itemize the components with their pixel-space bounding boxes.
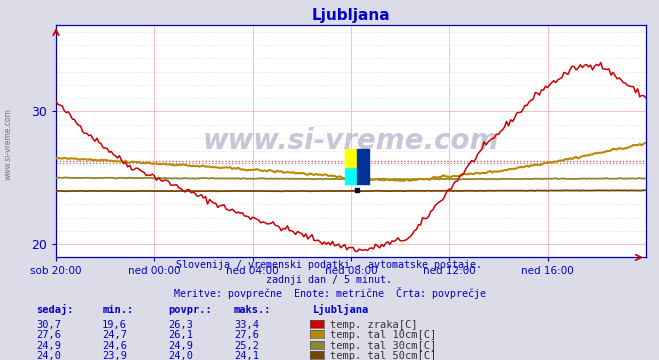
Text: povpr.:: povpr.: xyxy=(168,305,212,315)
Text: Slovenija / vremenski podatki - avtomatske postaje.: Slovenija / vremenski podatki - avtomats… xyxy=(177,260,482,270)
Text: zadnji dan / 5 minut.: zadnji dan / 5 minut. xyxy=(266,275,393,285)
Text: 24,0: 24,0 xyxy=(36,351,61,360)
Text: 27,6: 27,6 xyxy=(36,330,61,341)
Text: 26,3: 26,3 xyxy=(168,320,193,330)
Text: maks.:: maks.: xyxy=(234,305,272,315)
Text: 24,7: 24,7 xyxy=(102,330,127,341)
Text: temp. tal 50cm[C]: temp. tal 50cm[C] xyxy=(330,351,436,360)
Text: 30,7: 30,7 xyxy=(36,320,61,330)
Text: min.:: min.: xyxy=(102,305,133,315)
Text: 23,9: 23,9 xyxy=(102,351,127,360)
Text: 19,6: 19,6 xyxy=(102,320,127,330)
Text: temp. zraka[C]: temp. zraka[C] xyxy=(330,320,417,330)
Text: 26,1: 26,1 xyxy=(168,330,193,341)
Text: www.si-vreme.com: www.si-vreme.com xyxy=(3,108,13,180)
Text: 33,4: 33,4 xyxy=(234,320,259,330)
Text: 27,6: 27,6 xyxy=(234,330,259,341)
Text: 24,9: 24,9 xyxy=(36,341,61,351)
Text: Meritve: povprečne  Enote: metrične  Črta: povprečje: Meritve: povprečne Enote: metrične Črta:… xyxy=(173,287,486,299)
Text: 24,0: 24,0 xyxy=(168,351,193,360)
Text: 25,2: 25,2 xyxy=(234,341,259,351)
Text: 24,1: 24,1 xyxy=(234,351,259,360)
Text: 24,6: 24,6 xyxy=(102,341,127,351)
Text: www.si-vreme.com: www.si-vreme.com xyxy=(203,127,499,155)
Text: Ljubljana: Ljubljana xyxy=(313,304,369,315)
Text: temp. tal 10cm[C]: temp. tal 10cm[C] xyxy=(330,330,436,341)
Text: sedaj:: sedaj: xyxy=(36,304,74,315)
Text: temp. tal 30cm[C]: temp. tal 30cm[C] xyxy=(330,341,436,351)
Title: Ljubljana: Ljubljana xyxy=(312,8,390,23)
Text: 24,9: 24,9 xyxy=(168,341,193,351)
